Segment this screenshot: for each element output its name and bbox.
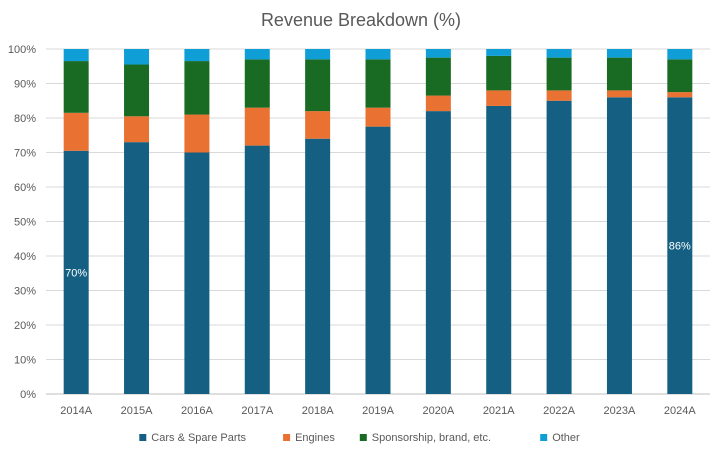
bar-segment	[244, 145, 270, 394]
bar-segment	[63, 49, 89, 62]
bar-segment	[305, 138, 331, 394]
bar-segment	[667, 49, 693, 60]
legend-swatch	[283, 434, 291, 441]
bar-segment	[486, 55, 512, 91]
x-tick-label: 2024A	[664, 405, 696, 417]
bar-segment	[184, 49, 210, 62]
bar-segment	[244, 59, 270, 108]
y-tick-label: 60%	[14, 182, 36, 194]
bar-segment	[124, 64, 150, 117]
bar-segment	[305, 111, 331, 139]
legend-label: Other	[552, 432, 580, 444]
bar-segment	[365, 107, 391, 127]
bar-segment	[425, 57, 451, 96]
bar-segment	[667, 92, 693, 98]
x-tick-label: 2021A	[483, 405, 515, 417]
y-tick-label: 50%	[14, 217, 36, 229]
y-axis: 0% 10% 20% 30% 40% 50% 60% 70% 80% 90% 100%	[8, 44, 36, 401]
legend-swatch	[139, 434, 147, 441]
bar-segment	[305, 59, 331, 112]
x-tick-label: 2020A	[422, 405, 454, 417]
bar-segment	[546, 57, 572, 91]
x-tick-label: 2023A	[604, 405, 636, 417]
bar-segment	[244, 107, 270, 146]
legend-label: Sponsorship, brand, etc.	[372, 432, 491, 444]
bar-segment	[606, 57, 632, 91]
bar-segment	[63, 61, 89, 113]
bar-segment	[365, 126, 391, 394]
bar-segment	[425, 111, 451, 394]
bar-segment	[184, 114, 210, 153]
bar-segment	[124, 49, 150, 65]
data-label: 70%	[65, 267, 87, 279]
data-labels: 70% 86%	[65, 241, 691, 280]
legend-label: Engines	[295, 432, 335, 444]
y-tick-label: 80%	[14, 113, 36, 125]
y-tick-label: 10%	[14, 355, 36, 367]
y-tick-label: 40%	[14, 251, 36, 263]
legend: Cars & Spare Parts Engines Sponsorship, br…	[139, 432, 580, 444]
bar-segment	[486, 49, 512, 56]
bar-segment	[124, 142, 150, 394]
legend-label: Cars & Spare Parts	[151, 432, 246, 444]
bar-segment	[606, 49, 632, 58]
x-axis: 2014A 2015A 2016A 2017A 2018A 2019A 2020A 2021A…	[60, 405, 696, 417]
y-tick-label: 20%	[14, 320, 36, 332]
legend-swatch	[540, 434, 548, 441]
y-tick-label: 0%	[20, 389, 36, 401]
bar-segment	[365, 49, 391, 60]
bar-segment	[606, 97, 632, 395]
bar-segment	[63, 112, 89, 151]
bar-segment	[184, 61, 210, 115]
bar-segment	[486, 105, 512, 395]
bar-segment	[486, 90, 512, 106]
bar-segment	[305, 49, 331, 60]
bar-segment	[184, 152, 210, 394]
data-label: 86%	[669, 241, 691, 253]
bar-segment	[425, 95, 451, 112]
y-tick-label: 100%	[8, 44, 36, 56]
chart-title: Revenue Breakdown (%)	[261, 10, 461, 30]
bar-segment	[546, 49, 572, 58]
bar-segment	[667, 59, 693, 93]
bars	[63, 49, 693, 395]
x-tick-label: 2022A	[543, 405, 575, 417]
bar-segment	[546, 90, 572, 101]
bar-segment	[546, 100, 572, 394]
y-tick-label: 90%	[14, 79, 36, 91]
y-tick-label: 30%	[14, 286, 36, 298]
x-tick-label: 2016A	[181, 405, 213, 417]
bar-segment	[63, 150, 89, 394]
x-tick-label: 2018A	[302, 405, 334, 417]
bar-segment	[425, 49, 451, 58]
bar-segment	[667, 97, 693, 395]
y-tick-label: 70%	[14, 148, 36, 160]
legend-swatch	[359, 434, 367, 441]
bar-segment	[365, 59, 391, 108]
x-tick-label: 2017A	[241, 405, 273, 417]
x-tick-label: 2015A	[121, 405, 153, 417]
x-tick-label: 2014A	[60, 405, 92, 417]
bar-segment	[124, 116, 150, 143]
bar-segment	[606, 90, 632, 98]
bar-segment	[244, 49, 270, 60]
x-tick-label: 2019A	[362, 405, 394, 417]
